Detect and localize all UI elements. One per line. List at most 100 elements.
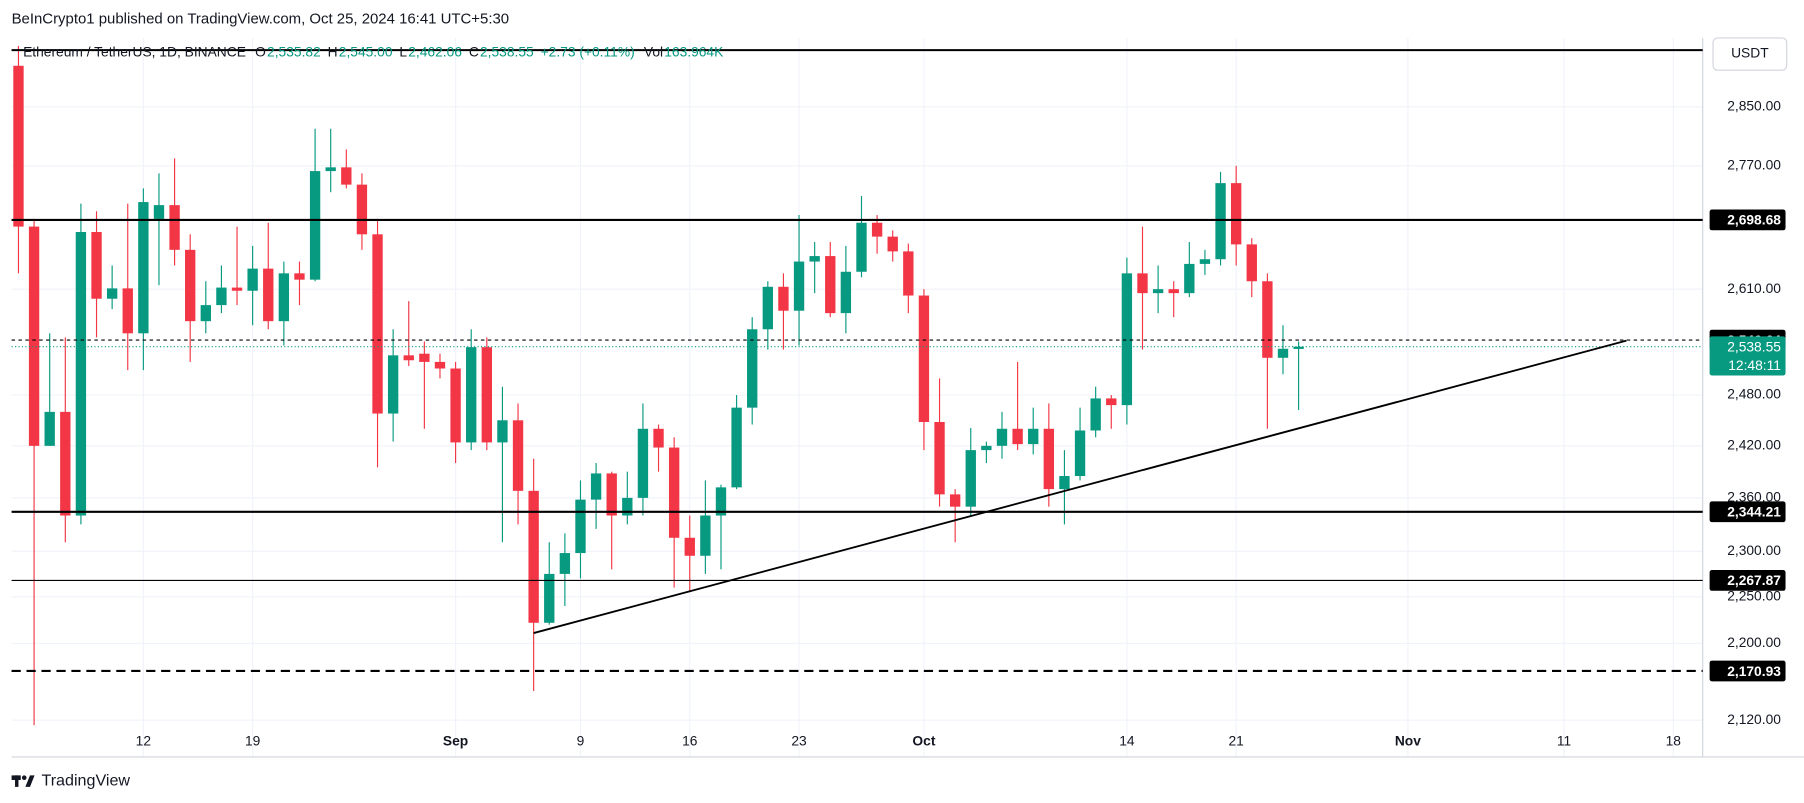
candle-body	[606, 473, 617, 516]
x-tick-label: 9	[577, 734, 585, 749]
candle-body	[840, 271, 852, 314]
candle-body	[75, 231, 87, 516]
candle-body	[1152, 289, 1164, 294]
y-tick-label: 2,770.00	[1727, 157, 1781, 172]
volume-value: 163.964K	[664, 45, 724, 60]
level-label: 2,344.21	[1727, 505, 1781, 520]
candle-body	[481, 347, 492, 443]
candle-body	[294, 273, 305, 280]
candle-body	[544, 573, 555, 623]
candle-body	[1012, 428, 1023, 445]
x-tick-label: 16	[682, 734, 698, 749]
labels: 2,850.00 2,770.00 2,610.00 2,480.00 2,420.00…	[23, 45, 1786, 749]
candle-body	[1137, 273, 1148, 294]
candle-body	[278, 273, 290, 322]
level-label-box	[1709, 209, 1786, 231]
level-label-box	[1709, 501, 1786, 523]
candle-body	[653, 428, 664, 448]
candle-body	[1293, 346, 1304, 349]
y-tick-label: 2,610.00	[1727, 281, 1781, 296]
ohlc-value: 2,545.00	[339, 45, 393, 60]
candle-body	[185, 249, 196, 322]
candle-body	[1215, 183, 1226, 260]
logo	[11, 775, 35, 787]
candle-body	[778, 286, 789, 311]
candle-body	[497, 420, 508, 443]
y-tick-label: 2,360.00	[1727, 490, 1781, 505]
x-tick-label: 12	[136, 734, 151, 749]
candle-body	[1043, 428, 1055, 490]
trendline	[533, 339, 1627, 634]
candle-body	[887, 236, 898, 252]
level-label: 2,698.68	[1727, 213, 1781, 228]
candle-body	[622, 497, 633, 516]
x-tick-label: 19	[245, 734, 261, 749]
x-tick-label: Oct	[912, 734, 935, 749]
ohlc-label: L	[399, 45, 407, 60]
candle-body	[1199, 259, 1211, 264]
x-tick-label: 11	[1557, 734, 1571, 749]
candle-body	[1074, 430, 1086, 477]
candle-body	[559, 553, 571, 574]
candle-body	[996, 428, 1008, 446]
marks	[11, 45, 1703, 726]
countdown: 12:48:11	[1728, 358, 1781, 373]
candle-body	[91, 231, 102, 299]
candle-body	[138, 202, 149, 334]
y-tick-label: 2,480.00	[1727, 387, 1781, 402]
ohlc-value: 2,535.82	[267, 45, 321, 60]
candle-body	[856, 222, 867, 272]
candle-body	[60, 411, 71, 516]
footer: TradingView	[41, 771, 130, 789]
candle-body	[28, 226, 40, 446]
candle-body	[731, 407, 742, 488]
candle-body	[309, 171, 321, 280]
candle-body	[372, 234, 383, 414]
candle-body	[1028, 428, 1039, 445]
candle-body	[637, 428, 649, 498]
change: +2.73 (+0.11%)	[541, 45, 635, 60]
last-price-label: 2,538.55	[1727, 339, 1781, 354]
x-tick-label: 14	[1119, 734, 1135, 749]
ohlc-value: 2,538.55	[480, 45, 534, 60]
candle-body	[1168, 289, 1179, 294]
candle-body	[13, 65, 24, 227]
currency[interactable]: USDT	[1731, 46, 1769, 61]
candle-body	[231, 287, 243, 291]
x-tick-label: 23	[791, 734, 807, 749]
candle-body	[684, 537, 695, 556]
candle-body	[450, 368, 461, 443]
candle-body	[466, 347, 477, 443]
currency-box[interactable]	[1712, 37, 1788, 71]
candle-body	[247, 268, 258, 291]
y-tick-label: 2,250.00	[1727, 588, 1781, 603]
volume-label: Vol	[644, 45, 663, 60]
candle-body	[668, 447, 680, 538]
candle-body	[1059, 476, 1070, 490]
x-tick-label: Nov	[1395, 734, 1421, 749]
x-tick-label: 18	[1666, 734, 1682, 749]
candle-body	[747, 329, 758, 408]
x-tick-label: 21	[1228, 734, 1243, 749]
candle-body	[1246, 244, 1257, 282]
logo-dot	[21, 775, 27, 780]
candle-body	[762, 286, 773, 330]
candle-body	[106, 288, 118, 299]
candle-body	[122, 288, 133, 334]
logo-slash	[25, 775, 35, 787]
candle-body	[528, 490, 539, 623]
candle-body	[715, 487, 727, 516]
candle-body	[1277, 348, 1289, 358]
candle-body	[825, 256, 836, 314]
candle-body	[44, 411, 55, 446]
candle-body	[903, 251, 914, 296]
candle-body	[403, 355, 414, 361]
candle-body	[1230, 183, 1242, 245]
level-label: 2,170.93	[1727, 664, 1781, 679]
candle-body	[934, 421, 945, 495]
y-tick-label: 2,200.00	[1727, 635, 1781, 650]
candle-body	[512, 420, 524, 491]
x-tick-label: Sep	[443, 734, 468, 749]
